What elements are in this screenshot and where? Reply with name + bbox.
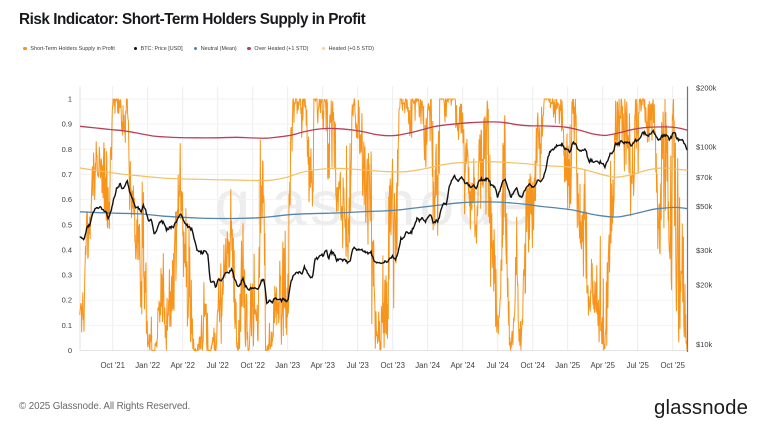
svg-text:Jul '24: Jul '24 <box>487 361 510 370</box>
svg-text:Oct '23: Oct '23 <box>380 361 404 370</box>
svg-text:Jan '24: Jan '24 <box>415 361 441 370</box>
svg-text:Apr '23: Apr '23 <box>310 361 334 370</box>
svg-text:0.8: 0.8 <box>62 145 72 154</box>
svg-text:Oct '24: Oct '24 <box>520 361 545 370</box>
svg-text:Jul '22: Jul '22 <box>207 361 229 370</box>
svg-text:Jul '23: Jul '23 <box>347 361 369 370</box>
svg-text:Apr '24: Apr '24 <box>450 361 475 370</box>
svg-text:0.5: 0.5 <box>62 220 72 229</box>
svg-text:$50k: $50k <box>696 202 713 211</box>
svg-text:0.9: 0.9 <box>62 120 72 129</box>
svg-text:0.7: 0.7 <box>62 170 72 179</box>
svg-text:0.2: 0.2 <box>62 296 72 305</box>
svg-text:0.3: 0.3 <box>62 271 72 280</box>
svg-text:$200k: $200k <box>696 83 717 92</box>
svg-text:0.1: 0.1 <box>62 321 72 330</box>
svg-text:$70k: $70k <box>696 173 713 182</box>
svg-text:$30k: $30k <box>696 246 713 255</box>
svg-text:Apr '22: Apr '22 <box>170 361 194 370</box>
svg-text:Jan '25: Jan '25 <box>555 361 581 370</box>
svg-text:0: 0 <box>68 346 72 355</box>
svg-text:Oct '22: Oct '22 <box>240 361 264 370</box>
svg-text:Jan '23: Jan '23 <box>275 361 300 370</box>
svg-text:Apr '25: Apr '25 <box>590 361 615 370</box>
svg-text:$10k: $10k <box>696 340 713 349</box>
svg-text:Jan '22: Jan '22 <box>135 361 160 370</box>
svg-text:Oct '25: Oct '25 <box>660 361 685 370</box>
svg-text:0.4: 0.4 <box>62 245 72 254</box>
svg-text:$20k: $20k <box>696 281 713 290</box>
svg-text:1: 1 <box>68 95 72 104</box>
svg-text:Jul '25: Jul '25 <box>627 361 650 370</box>
svg-text:$100k: $100k <box>696 143 717 152</box>
svg-text:Oct '21: Oct '21 <box>100 361 124 370</box>
svg-text:0.6: 0.6 <box>62 195 72 204</box>
